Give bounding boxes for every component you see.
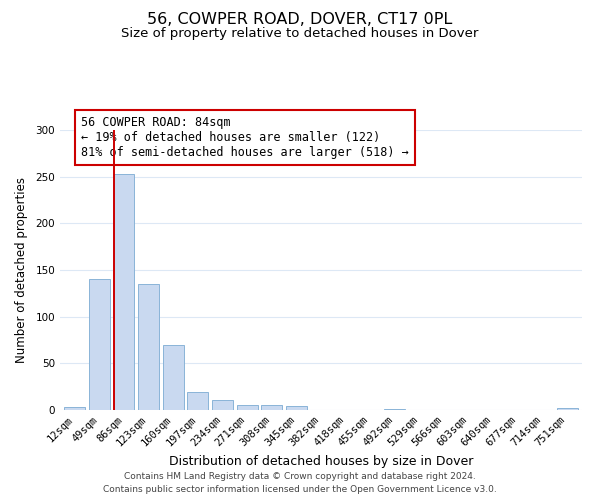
Bar	[286, 406, 307, 410]
Bar	[64, 407, 85, 410]
Bar	[89, 280, 110, 410]
Text: Contains public sector information licensed under the Open Government Licence v3: Contains public sector information licen…	[103, 485, 497, 494]
Bar	[385, 409, 406, 410]
Text: 56, COWPER ROAD, DOVER, CT17 0PL: 56, COWPER ROAD, DOVER, CT17 0PL	[148, 12, 452, 28]
X-axis label: Distribution of detached houses by size in Dover: Distribution of detached houses by size …	[169, 456, 473, 468]
Bar	[138, 284, 159, 410]
Bar	[557, 408, 578, 410]
Bar	[163, 344, 184, 410]
Text: Size of property relative to detached houses in Dover: Size of property relative to detached ho…	[121, 28, 479, 40]
Text: 56 COWPER ROAD: 84sqm
← 19% of detached houses are smaller (122)
81% of semi-det: 56 COWPER ROAD: 84sqm ← 19% of detached …	[81, 116, 409, 159]
Bar	[261, 406, 282, 410]
Text: Contains HM Land Registry data © Crown copyright and database right 2024.: Contains HM Land Registry data © Crown c…	[124, 472, 476, 481]
Bar	[212, 400, 233, 410]
Bar	[236, 406, 257, 410]
Bar	[113, 174, 134, 410]
Bar	[187, 392, 208, 410]
Y-axis label: Number of detached properties: Number of detached properties	[16, 177, 28, 363]
